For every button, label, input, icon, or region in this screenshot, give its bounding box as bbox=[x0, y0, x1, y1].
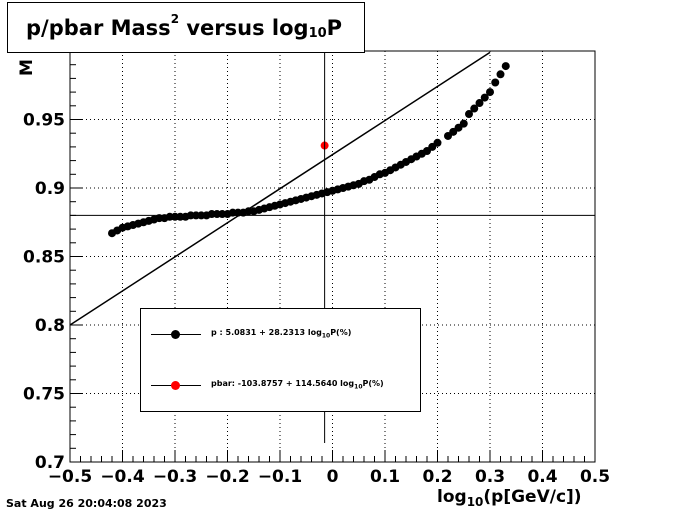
y-tick-label: 0.8 bbox=[35, 316, 65, 336]
legend-label-pbar-post: P(%) bbox=[362, 379, 384, 388]
fit-line bbox=[70, 51, 491, 326]
x-tick-label: 0.2 bbox=[422, 467, 452, 487]
x-tick-label: −0.1 bbox=[258, 467, 302, 487]
data-point-p bbox=[491, 78, 500, 87]
title-end: P bbox=[326, 16, 343, 40]
legend-label-pbar: pbar: -103.8757 + 114.5640 log10P(%) bbox=[211, 379, 384, 391]
data-point-p bbox=[480, 93, 489, 102]
x-tick-label: −0.4 bbox=[100, 467, 145, 487]
x-tick-label: 0.1 bbox=[370, 467, 400, 487]
title-main: p/pbar Mass bbox=[26, 16, 171, 40]
legend-label-p-pre: p : 5.0831 + 28.2313 log bbox=[211, 328, 322, 337]
y-tick-label: 0.7 bbox=[35, 453, 65, 473]
data-point-p bbox=[459, 119, 468, 128]
legend: p : 5.0831 + 28.2313 log10P(%) pbar: -10… bbox=[140, 308, 421, 412]
legend-label-pbar-pre: pbar: -103.8757 + 114.5640 log bbox=[211, 379, 355, 388]
legend-label-p-sub: 10 bbox=[321, 332, 331, 340]
legend-marker-pbar bbox=[171, 381, 180, 390]
legend-label-pbar-sub: 10 bbox=[354, 383, 363, 391]
title-subscript: 10 bbox=[308, 26, 327, 41]
timestamp: Sat Aug 26 20:04:08 2023 bbox=[6, 497, 167, 510]
legend-entry-p: p : 5.0831 + 28.2313 log10P(%) bbox=[141, 325, 420, 345]
x-tick-label: 0 bbox=[327, 467, 339, 487]
y-tick-label: 0.75 bbox=[23, 385, 65, 405]
x-tick-label: 0.5 bbox=[580, 467, 610, 487]
chart-title: p/pbar Mass2 versus log10P bbox=[26, 12, 343, 41]
legend-label-p-post: P(%) bbox=[330, 328, 352, 337]
data-point-p bbox=[470, 104, 479, 113]
data-point-p bbox=[465, 110, 473, 119]
x-tick-label: 0.4 bbox=[527, 467, 557, 487]
data-point-p bbox=[486, 88, 494, 97]
data-point-p bbox=[496, 70, 505, 79]
x-axis-label: log10(p[GeV/c]) bbox=[437, 487, 582, 509]
x-axis-label-post: (p[GeV/c]) bbox=[483, 487, 582, 507]
data-point-p bbox=[501, 62, 510, 71]
data-point-p bbox=[475, 99, 484, 108]
legend-label-p: p : 5.0831 + 28.2313 log10P(%) bbox=[211, 328, 351, 340]
plot-content bbox=[70, 51, 595, 326]
x-tick-label: 0.3 bbox=[475, 467, 505, 487]
x-tick-label: −0.2 bbox=[205, 467, 249, 487]
x-tick-label: −0.5 bbox=[48, 467, 92, 487]
y-axis-label: M bbox=[17, 59, 37, 76]
title-middle: versus log bbox=[179, 16, 309, 40]
legend-entry-pbar: pbar: -103.8757 + 114.5640 log10P(%) bbox=[141, 376, 420, 396]
y-tick-label: 0.95 bbox=[23, 111, 65, 131]
title-box: p/pbar Mass2 versus log10P bbox=[7, 2, 365, 53]
y-tick-label: 0.85 bbox=[23, 248, 65, 268]
y-tick-label: 0.9 bbox=[35, 179, 65, 199]
x-axis-label-pre: log bbox=[437, 487, 467, 507]
x-tick-label: −0.3 bbox=[153, 467, 197, 487]
title-superscript: 2 bbox=[170, 12, 180, 26]
data-point-p bbox=[433, 138, 442, 147]
legend-marker-p bbox=[171, 330, 180, 339]
x-axis-label-sub: 10 bbox=[466, 495, 484, 509]
